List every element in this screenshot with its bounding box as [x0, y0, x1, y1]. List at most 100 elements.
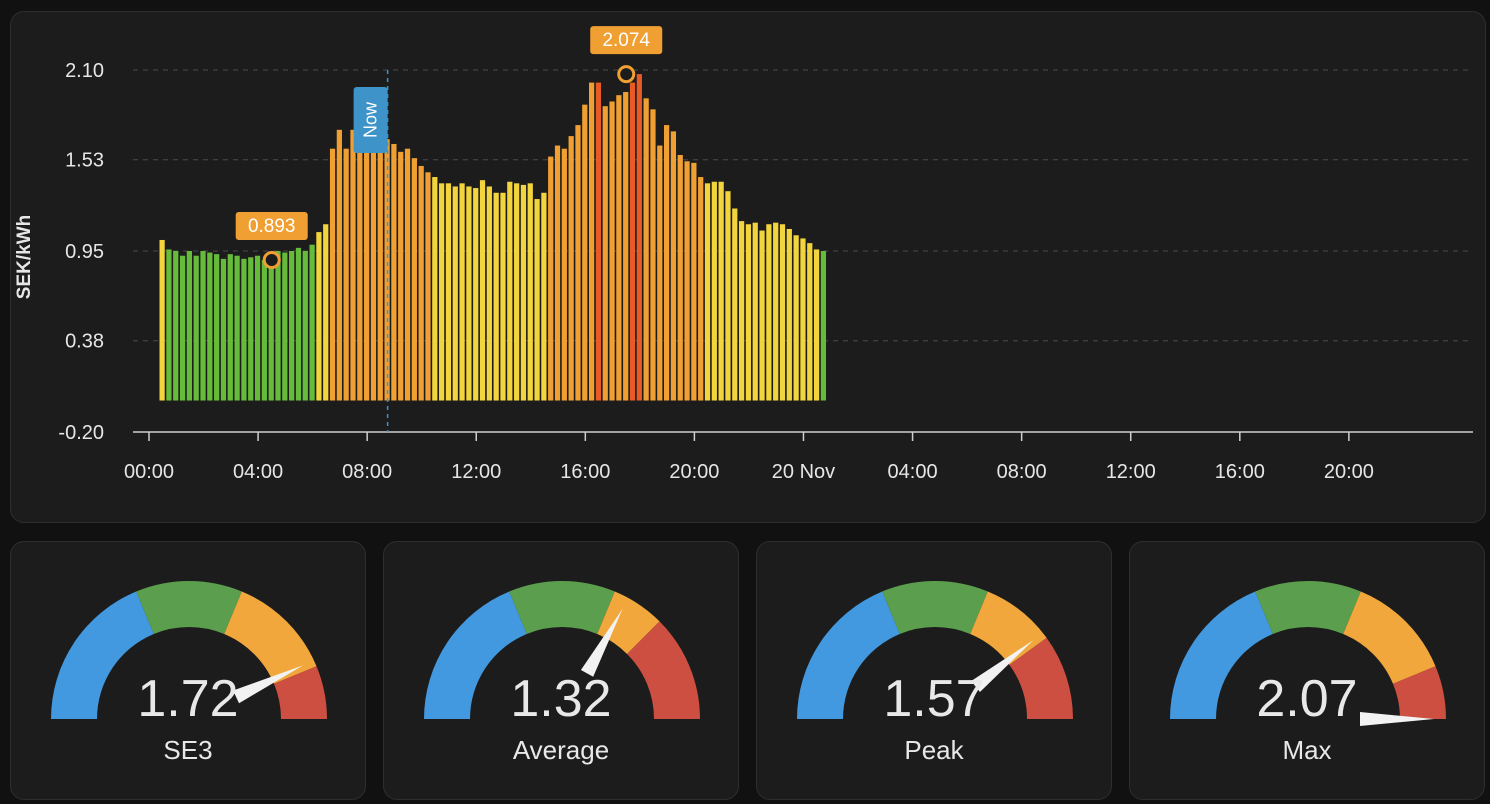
y-tick-label: 0.38 — [65, 331, 104, 353]
min-annotation-box — [235, 211, 308, 240]
price-bar — [520, 184, 527, 401]
price-bar — [623, 92, 629, 401]
price-bar — [786, 228, 792, 401]
price-bar — [677, 154, 683, 401]
price-bar — [329, 148, 336, 401]
x-tick-label: 12:00 — [451, 461, 501, 483]
max-annotation: 2.074 — [590, 26, 663, 84]
gauge-dial — [1170, 581, 1446, 726]
price-bar — [643, 98, 649, 401]
price-bar — [698, 177, 704, 401]
price-bar — [813, 249, 820, 401]
gauge-value: 1.57 — [883, 670, 985, 728]
price-bar — [793, 235, 799, 401]
price-bar — [773, 222, 779, 401]
price-bar — [336, 129, 342, 401]
price-bar — [493, 192, 499, 401]
price-bar — [295, 247, 302, 401]
x-tick-label: 20:00 — [1324, 461, 1374, 483]
x-tick-label: 00:00 — [124, 461, 174, 483]
price-bar — [745, 224, 752, 401]
gauge-label: Max — [1282, 735, 1332, 765]
y-tick-label: 1.53 — [65, 150, 104, 172]
price-bar — [704, 183, 711, 401]
x-tick-label: 16:00 — [1215, 461, 1265, 483]
price-bar — [159, 239, 165, 401]
max-annotation-box — [590, 26, 663, 55]
min-annotation-label: 0.893 — [248, 216, 296, 237]
price-bar — [473, 188, 479, 401]
price-bar — [384, 139, 390, 401]
price-bar — [193, 255, 199, 401]
price-bar — [568, 136, 574, 401]
gauge-label: SE3 — [163, 735, 213, 765]
x-tick-label: 20:00 — [669, 461, 719, 483]
gauge-label: Average — [512, 735, 610, 765]
price-bar — [711, 181, 717, 401]
price-bar — [759, 230, 765, 401]
price-bar — [241, 258, 247, 401]
gauge-needle — [233, 665, 304, 704]
price-bar — [439, 183, 445, 401]
price-bar — [370, 132, 377, 401]
y-axis-title: SEK/kWh — [14, 215, 35, 299]
price-bar — [684, 161, 690, 401]
price-bar — [691, 162, 697, 401]
price-bar — [227, 254, 233, 401]
y-tick-label: -0.20 — [58, 422, 104, 444]
price-bar — [268, 254, 274, 401]
y-tick-label: 2.10 — [65, 60, 104, 82]
gauge-card-peak[interactable]: 1.57 Peak — [756, 541, 1112, 800]
price-bar — [534, 199, 540, 401]
x-tick-label: 20 Nov — [772, 461, 835, 483]
gauge-segment — [1392, 666, 1446, 719]
gauge-segment — [627, 621, 700, 719]
price-bar — [514, 183, 520, 401]
max-annotation-label: 2.074 — [602, 30, 650, 51]
price-bar — [289, 251, 295, 401]
gauge-dial — [424, 581, 700, 719]
price-bar — [479, 180, 486, 401]
price-bar — [725, 191, 731, 401]
price-bar — [582, 104, 588, 401]
price-bar — [391, 143, 397, 401]
price-bar — [575, 125, 581, 401]
price-bar — [718, 181, 724, 401]
price-bar — [602, 106, 608, 401]
price-bar — [820, 251, 827, 401]
gauge-card-max[interactable]: 2.07 Max — [1129, 541, 1485, 800]
gauge-dial — [51, 581, 327, 719]
gauge-segment — [882, 581, 988, 635]
gauge-segment — [1170, 591, 1273, 719]
gauge-segment — [224, 591, 317, 684]
gauge-value: 1.32 — [510, 670, 612, 728]
price-bar — [670, 131, 677, 401]
price-bar — [316, 232, 322, 401]
price-bar — [466, 186, 472, 401]
price-chart: 2.10 1.53 0.95 0.38 -0.20 SEK/kWh 00:00 04:00 08… — [14, 26, 1473, 483]
gauge-needle — [971, 640, 1034, 692]
gauge-segment — [1255, 581, 1361, 635]
price-bar — [636, 74, 642, 401]
price-bar — [554, 145, 561, 401]
price-bar — [595, 82, 602, 401]
gauge-card-average[interactable]: 1.32 Average — [383, 541, 739, 800]
gauge-segment — [970, 591, 1047, 665]
gauge-segment — [273, 666, 327, 719]
price-bar — [302, 251, 308, 401]
price-bar — [629, 82, 636, 401]
price-bar — [377, 132, 383, 401]
price-bar — [452, 186, 458, 401]
min-annotation-point — [262, 250, 281, 269]
price-bar — [234, 255, 240, 401]
price-bar — [650, 109, 656, 401]
now-label: Now — [361, 101, 381, 138]
price-bar — [779, 224, 786, 401]
price-bar — [541, 192, 547, 401]
price-bar — [214, 254, 220, 401]
price-bar — [732, 208, 738, 401]
price-bar — [350, 129, 356, 401]
gauge-card-se3[interactable]: 1.72 SE3 — [10, 541, 366, 800]
gauge-needle — [580, 608, 623, 677]
gauge-segment — [1009, 637, 1073, 719]
